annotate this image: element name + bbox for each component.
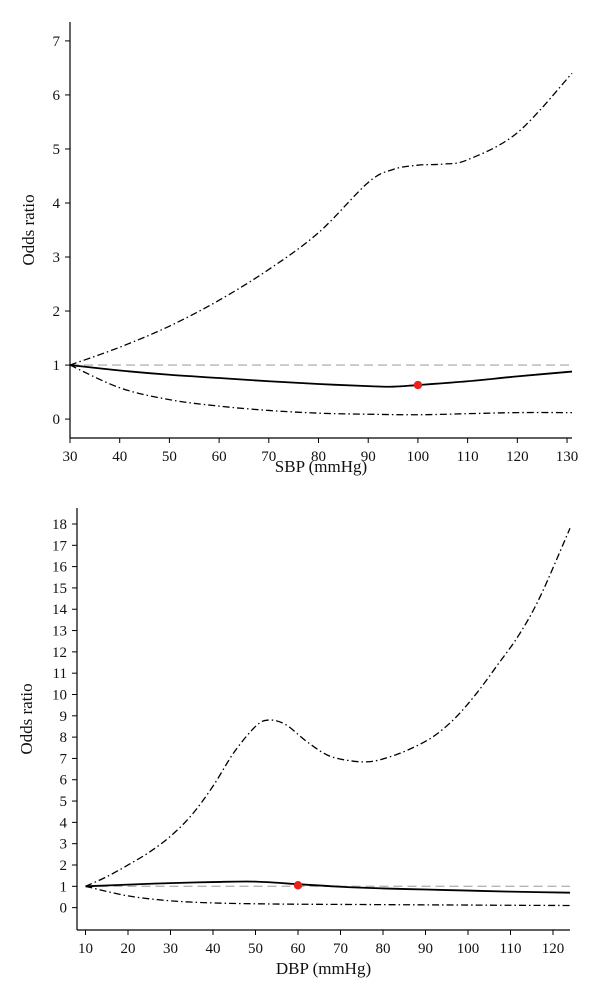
x-tick-label: 30: [163, 941, 178, 957]
y-tick-label: 5: [60, 794, 68, 810]
y-axis-title: Odds ratio: [17, 683, 36, 754]
reference-point: [293, 881, 303, 890]
y-tick-label: 9: [60, 709, 68, 725]
y-tick-label: 5: [53, 142, 61, 158]
y-tick-label: 0: [53, 412, 61, 428]
x-tick-label: 90: [418, 941, 433, 957]
x-tick-label: 130: [556, 449, 579, 465]
x-tick-label: 20: [121, 941, 136, 957]
y-tick-label: 2: [53, 304, 61, 320]
sbp-chart-panel: 0 1 2 3 4 5 6 7 30 40 50 60 70 80 90 100 110 120 130 SBP (m…: [19, 22, 578, 476]
x-tick-label: 80: [311, 449, 326, 465]
x-tick-label: 50: [248, 941, 263, 957]
x-tick-label: 10: [78, 941, 93, 957]
x-tick-label: 110: [500, 941, 522, 957]
y-tick-label: 17: [52, 538, 68, 554]
y-tick-label: 4: [53, 196, 61, 212]
x-tick-label: 70: [333, 941, 348, 957]
x-tick-label: 60: [212, 449, 227, 465]
x-tick-label: 80: [376, 941, 391, 957]
x-tick-label: 60: [291, 941, 306, 957]
y-tick-label: 6: [53, 88, 61, 104]
y-tick-label: 0: [60, 901, 68, 917]
x-tick-label: 30: [63, 449, 78, 465]
x-tick-label: 40: [112, 449, 127, 465]
y-tick-label: 13: [52, 624, 67, 640]
y-axis-title: Odds ratio: [19, 194, 38, 265]
x-tick-label: 100: [457, 941, 480, 957]
y-tick-label: 1: [60, 879, 68, 895]
y-tick-label: 7: [53, 34, 61, 50]
lower-confidence-line: [85, 885, 571, 907]
odds-ratio-estimate-line: [85, 880, 571, 894]
x-tick-label: 40: [206, 941, 221, 957]
y-tick-label: 2: [60, 858, 68, 874]
upper-confidence-line: [69, 72, 573, 366]
x-tick-label: 50: [162, 449, 177, 465]
y-tick-label: 6: [60, 773, 68, 789]
reference-point: [413, 380, 423, 390]
y-tick-label: 1: [53, 358, 61, 374]
y-tick-label: 3: [53, 250, 61, 266]
odds-ratio-estimate-line: [69, 364, 573, 388]
x-tick-label: 100: [407, 449, 430, 465]
x-tick-label: 120: [506, 449, 529, 465]
x-axis-title: DBP (mmHg): [276, 959, 371, 978]
lower-confidence-line: [69, 364, 573, 416]
y-tick-label: 15: [52, 581, 67, 597]
y-tick-label: 10: [52, 687, 67, 703]
y-tick-label: 8: [60, 730, 68, 746]
x-tick-label: 120: [542, 941, 565, 957]
x-tick-label: 70: [261, 449, 276, 465]
y-tick-label: 14: [52, 602, 68, 618]
x-tick-label: 90: [361, 449, 376, 465]
y-tick-label: 16: [52, 560, 68, 576]
x-tick-label: 110: [457, 449, 479, 465]
y-tick-label: 4: [60, 815, 68, 831]
y-tick-label: 11: [53, 666, 67, 682]
upper-confidence-line: [85, 527, 571, 887]
y-tick-label: 3: [60, 837, 68, 853]
x-axis-title: SBP (mmHg): [275, 457, 367, 476]
y-tick-label: 7: [60, 751, 68, 767]
y-tick-label: 12: [52, 645, 67, 661]
y-tick-label: 18: [52, 517, 67, 533]
